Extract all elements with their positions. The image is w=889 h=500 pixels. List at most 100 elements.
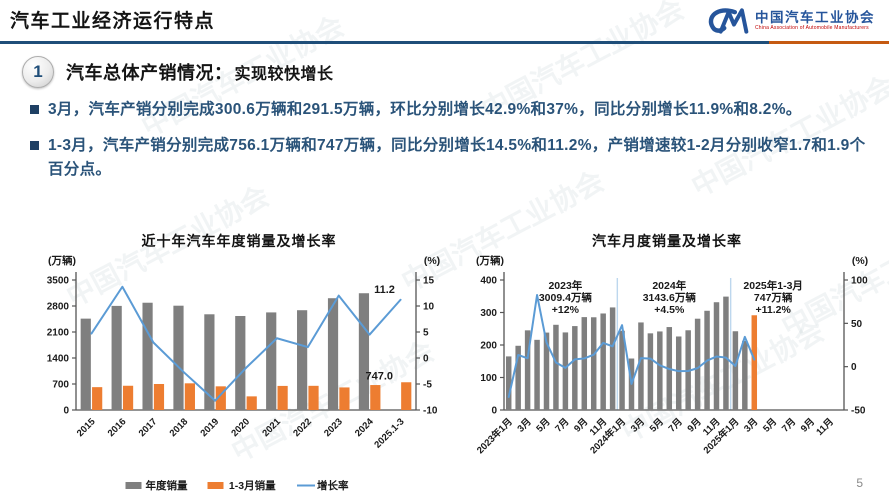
svg-text:(%): (%) — [852, 255, 868, 267]
svg-text:-50: -50 — [851, 406, 866, 417]
section-title: 汽车总体产销情况： 实现较快增长 — [66, 59, 334, 85]
svg-text:2023: 2023 — [322, 416, 345, 439]
bar-1-3月销量 — [370, 385, 381, 410]
svg-text:2018: 2018 — [168, 416, 191, 439]
svg-text:7月: 7月 — [553, 416, 571, 434]
caam-logo: 中国汽车工业协会 China Association of Automobile… — [703, 6, 875, 36]
svg-text:2023年1月: 2023年1月 — [474, 416, 515, 457]
svg-text:(万辆): (万辆) — [48, 254, 76, 267]
bar-月度销量 — [647, 333, 654, 410]
section-title-main: 汽车总体产销情况： — [66, 63, 233, 83]
bullet-text: 1-3月，汽车产销分别完成756.1万辆和747万辆，同比分别增长14.5%和1… — [48, 137, 866, 178]
svg-text:2025年1-3月: 2025年1-3月 — [743, 279, 803, 292]
svg-text:2016: 2016 — [106, 416, 129, 439]
bullet-square-icon — [30, 105, 39, 114]
logo-text: 中国汽车工业协会 China Association of Automobile… — [755, 10, 875, 32]
svg-text:-5: -5 — [423, 380, 432, 391]
page-title: 汽车工业经济运行特点 — [10, 11, 216, 32]
bar-月度销量 — [581, 317, 588, 410]
bar-月度销量 — [723, 296, 729, 410]
bar-月度销量 — [675, 336, 682, 410]
bar-年度销量 — [173, 305, 184, 410]
svg-text:1-3月销量: 1-3月销量 — [229, 479, 276, 492]
bar-月度销量 — [732, 331, 739, 410]
bullet-list: 3月，汽车产销分别完成300.6万辆和291.5万辆，环比分别增长42.9%和3… — [30, 98, 868, 194]
bar-月度销量 — [600, 313, 606, 410]
svg-text:+12%: +12% — [552, 304, 580, 316]
bar-1-3月销量 — [277, 385, 288, 410]
svg-text:3月: 3月 — [515, 416, 533, 434]
section-number-badge: 1 — [22, 56, 54, 88]
bullet-item: 3月，汽车产销分别完成300.6万辆和291.5万辆，环比分别增长42.9%和3… — [30, 98, 868, 121]
svg-text:3月: 3月 — [742, 416, 760, 434]
bar-年度销量 — [142, 302, 153, 410]
svg-text:3500: 3500 — [47, 276, 70, 287]
bar-月度销量 — [609, 307, 616, 410]
svg-text:5: 5 — [423, 328, 429, 339]
svg-text:+4.5%: +4.5% — [654, 304, 685, 316]
bar-月度销量 — [590, 317, 597, 410]
line-增长率 — [507, 293, 756, 398]
svg-text:5月: 5月 — [761, 416, 779, 434]
svg-text:2015: 2015 — [75, 416, 98, 439]
bar-年度销量 — [358, 293, 370, 410]
monthly-sales-chart: 汽车月度销量及增长率 0 100 200 300 400 -50 0 50 100 (万辆) (%)… — [452, 231, 882, 497]
bar-年度销量 — [111, 305, 122, 410]
svg-text:0: 0 — [851, 362, 857, 373]
bar-月度销量 — [694, 318, 701, 410]
svg-text:2800: 2800 — [47, 302, 70, 313]
svg-text:2020: 2020 — [229, 416, 252, 439]
bar-1-3月销量 — [246, 396, 257, 410]
monthly-chart-title: 汽车月度销量及增长率 — [592, 233, 742, 249]
bar-年度销量 — [327, 298, 339, 410]
svg-text:15: 15 — [423, 276, 435, 287]
svg-text:2022: 2022 — [291, 416, 314, 439]
svg-text:7月: 7月 — [780, 416, 798, 434]
svg-text:(%): (%) — [424, 255, 440, 267]
svg-text:2017: 2017 — [137, 416, 160, 439]
section-header: 1 汽车总体产销情况： 实现较快增长 — [22, 56, 334, 88]
svg-text:2025.1-3: 2025.1-3 — [372, 416, 406, 450]
logo-org-name-en: China Association of Automobile Manufact… — [755, 25, 869, 32]
bar-月度销量 — [524, 330, 531, 410]
svg-text:1400: 1400 — [47, 354, 70, 365]
svg-text:增长率: 增长率 — [317, 479, 349, 492]
svg-text:200: 200 — [480, 341, 497, 352]
svg-text:2100: 2100 — [47, 328, 70, 339]
bar-月度销量 — [619, 330, 625, 410]
svg-text:2024: 2024 — [353, 416, 376, 439]
bar-月度销量 — [638, 322, 644, 410]
bar-1-3月销量 — [308, 385, 319, 410]
svg-text:7月: 7月 — [667, 416, 685, 434]
bar-月度销量 — [657, 331, 663, 410]
svg-text:2023年: 2023年 — [548, 279, 582, 292]
svg-text:11.2: 11.2 — [374, 284, 395, 296]
svg-text:100: 100 — [480, 373, 497, 384]
svg-text:747.0: 747.0 — [365, 370, 393, 382]
bar-年度销量 — [266, 312, 277, 410]
bar-年度销量 — [235, 315, 246, 410]
svg-text:700: 700 — [52, 380, 69, 391]
svg-text:10: 10 — [423, 302, 435, 313]
bar-1-3月销量 — [122, 385, 134, 410]
svg-text:300: 300 — [480, 308, 497, 319]
bullet-square-icon — [30, 141, 39, 151]
bullet-text: 3月，汽车产销分别完成300.6万辆和291.5万辆，环比分别增长42.9%和3… — [48, 101, 802, 118]
svg-text:年度销量: 年度销量 — [146, 479, 188, 492]
svg-text:3143.6万辆: 3143.6万辆 — [643, 291, 697, 304]
svg-text:+11.2%: +11.2% — [756, 304, 792, 316]
svg-text:9月: 9月 — [685, 416, 703, 434]
annual-chart-title: 近十年汽车年度销量及增长率 — [141, 233, 337, 249]
svg-text:0: 0 — [63, 406, 69, 417]
bullet-item: 1-3月，汽车产销分别完成756.1万辆和747万辆，同比分别增长14.5%和1… — [30, 134, 868, 181]
svg-text:100: 100 — [851, 276, 868, 287]
bar-1-3月销量 — [215, 386, 226, 410]
bar-年度销量 — [204, 314, 215, 410]
bar-月度销量 — [742, 340, 748, 410]
bar-月度销量 — [534, 339, 540, 410]
bar-1-3月销量 — [92, 387, 103, 410]
bar-1-3月销量 — [153, 383, 165, 410]
annual-chart-canvas: 0 700 1400 2100 2800 3500 -10 -5 0 5 10 15 (万辆) (%) 20… — [47, 254, 440, 492]
